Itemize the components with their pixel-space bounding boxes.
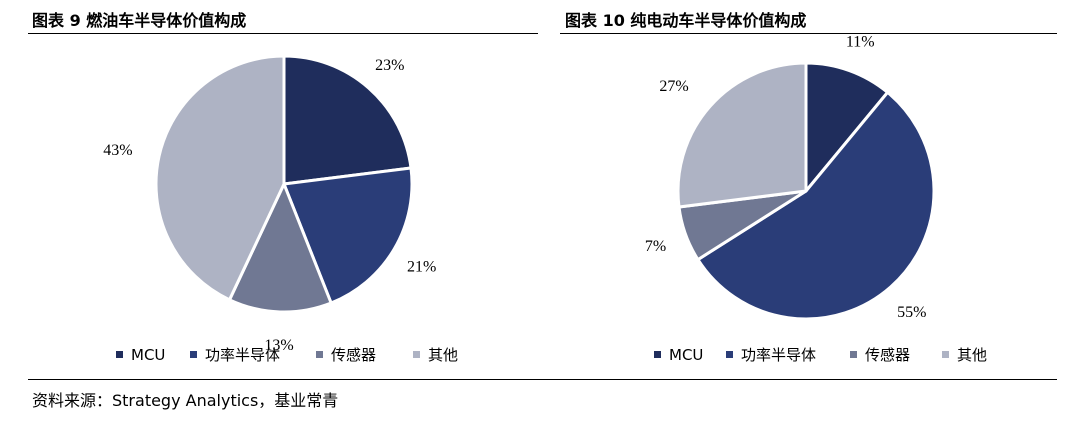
- pie-1-label-other: 43%: [103, 142, 132, 159]
- chart-2-title-rule: [560, 33, 1057, 34]
- pie-2-legend-label-power-semiconductor: 功率半导体: [741, 346, 816, 364]
- pie-1-slice-mcu: [282, 54, 413, 186]
- source-note: 资料来源：Strategy Analytics，基业常青: [32, 391, 339, 410]
- pie-1-legend-swatch-mcu: [116, 351, 123, 358]
- pie-2-legend-label-mcu: MCU: [669, 346, 703, 364]
- pie-2-label-mcu: 11%: [846, 36, 875, 51]
- pie-2-slice-other: [676, 61, 808, 209]
- pie-1-legend-swatch-other: [413, 351, 420, 358]
- pie-1-legend-swatch-power-semiconductor: [190, 351, 197, 358]
- chart-2-title: 图表 10 纯电动车半导体价值构成: [565, 11, 807, 30]
- pie-2-legend-swatch-other: [942, 351, 949, 358]
- pie-2-slice-power-semiconductor: [696, 90, 936, 321]
- pie-1-legend-label-power-semiconductor: 功率半导体: [205, 346, 280, 364]
- pie-1-slice-other: [154, 54, 286, 302]
- pie-2-legend-swatch-mcu: [654, 351, 661, 358]
- pie-1-label-sensor: 13%: [264, 337, 293, 354]
- pie-2-legend-swatch-power-semiconductor: [726, 351, 733, 358]
- pie-2-label-other: 27%: [659, 78, 688, 95]
- pie-2-legend-label-sensor: 传感器: [865, 346, 910, 364]
- pie-2-label-power-semiconductor: 55%: [897, 304, 926, 321]
- pie-1-legend-label-mcu: MCU: [131, 346, 165, 364]
- footer-rule: [28, 379, 1057, 380]
- pie-1-legend-swatch-sensor: [316, 351, 323, 358]
- pie-1-label-power-semiconductor: 21%: [407, 258, 436, 275]
- pie-2-legend-label-other: 其他: [957, 346, 987, 364]
- pie-2-label-sensor: 7%: [645, 238, 666, 255]
- chart-1-title-rule: [28, 33, 538, 34]
- pie-2-legend-swatch-sensor: [850, 351, 857, 358]
- pie-1-slice-power-semiconductor: [282, 166, 414, 305]
- pie-1-legend-label-other: 其他: [428, 346, 458, 364]
- pie-1-slice-sensor: [228, 182, 333, 314]
- pie-chart-electric-vehicle: 11% 55% 7% 27% MCU 功率半导体 传感器 其他: [645, 36, 987, 364]
- pie-2-slice-mcu: [804, 61, 890, 193]
- chart-1-title: 图表 9 燃油车半导体价值构成: [32, 11, 247, 30]
- pie-1-label-mcu: 23%: [375, 57, 404, 74]
- pie-chart-fuel-vehicle: 23% 21% 13% 43% MCU 功率半导体 传感器 其他: [103, 54, 458, 364]
- pie-1-legend-label-sensor: 传感器: [331, 346, 376, 364]
